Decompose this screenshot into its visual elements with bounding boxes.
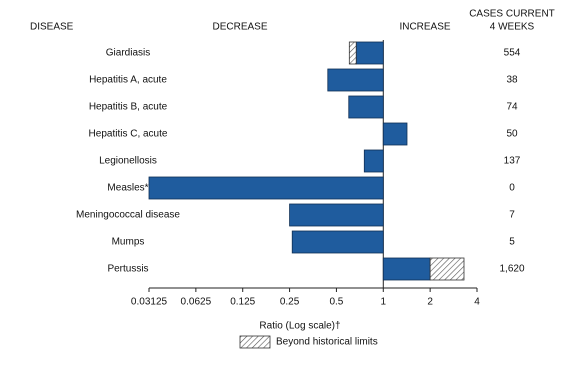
category-label: Hepatitis C, acute [89,129,168,140]
category-label: Legionellosis [99,156,157,167]
category-label: Measles* [107,183,148,194]
category-label: Mumps [112,237,145,248]
cases-label: 554 [504,48,521,59]
category-label: Giardiasis [106,48,150,59]
x-tick-label: 0.5 [329,297,343,308]
header-disease: DISEASE [30,22,74,33]
header-decrease: DECREASE [212,22,267,33]
header-cases: 4 WEEKS [490,22,535,33]
x-tick-label: 0.03125 [131,297,168,308]
bar [148,176,384,200]
x-tick-label: 4 [474,297,480,308]
x-tick-label: 0.0625 [181,297,212,308]
x-tick-label: 1 [381,297,387,308]
cases-label: 38 [506,75,518,86]
legend-label: Beyond historical limits [276,337,378,348]
cases-label: 5 [509,237,515,248]
x-axis-title: Ratio (Log scale)† [259,321,340,332]
category-label: Pertussis [107,264,148,275]
bar [382,122,408,146]
bar [291,230,384,254]
bar [382,257,431,281]
cases-label: 50 [506,129,518,140]
category-label: Hepatitis B, acute [89,102,168,113]
x-tick-label: 0.125 [230,297,255,308]
category-label: Hepatitis A, acute [89,75,167,86]
cases-label: 1,620 [499,264,524,275]
header-cases: CASES CURRENT [469,9,555,20]
bar [327,68,384,92]
cases-label: 74 [506,102,518,113]
bar [348,95,384,119]
bar [355,41,384,65]
cases-label: 7 [509,210,515,221]
beyond-limits [348,41,357,65]
cases-label: 0 [509,183,515,194]
bar [363,149,384,173]
category-label: Meningococcal disease [76,210,180,221]
x-tick-label: 0.25 [280,297,300,308]
header-increase: INCREASE [399,22,450,33]
cases-label: 137 [504,156,521,167]
legend-swatch [239,335,271,349]
bar [289,203,384,227]
beyond-limits [429,257,465,281]
x-tick-label: 2 [427,297,433,308]
